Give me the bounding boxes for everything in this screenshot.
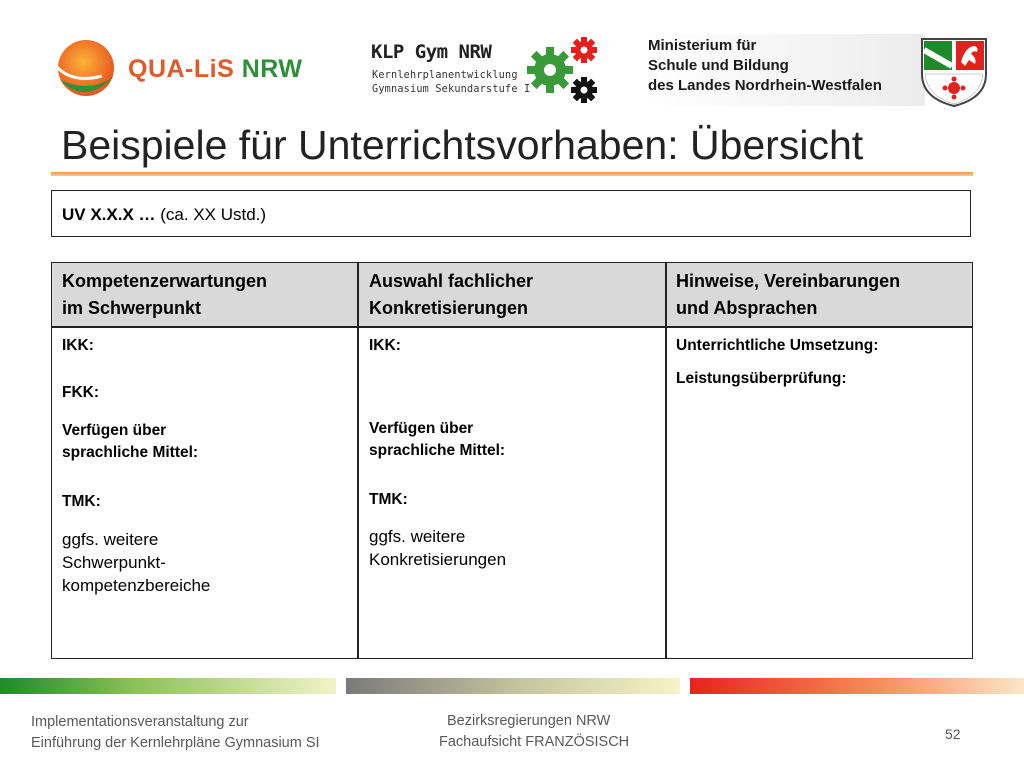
footer-bar-gray [346,678,680,694]
header-line: Hinweise, Vereinbarungen [676,271,901,291]
cell-line: Verfügen über [369,420,474,437]
col1-ggfs: ggfs. weitere Schwerpunkt- kompetenzbere… [62,528,210,597]
col1-ikk: IKK: [62,337,94,354]
table-header-hinweise: Hinweise, Vereinbarungen und Absprachen [676,268,900,322]
cell-line: sprachliche Mittel: [62,444,199,461]
col1-tmk: TMK: [62,493,101,510]
page-number: 52 [945,726,961,742]
klp-logo-subtitle-2: Gymnasium Sekundarstufe I [372,84,531,95]
header-line: Kompetenzerwartungen [62,271,268,291]
header-line: Konkretisierungen [369,298,529,318]
cell-line: Verfügen über [62,422,167,439]
col2-ikk: IKK: [369,337,401,354]
overview-table [51,262,973,659]
ministry-line-2: Schule und Bildung [648,57,789,74]
table-header-auswahl: Auswahl fachlicher Konkretisierungen [369,268,533,322]
table-header-divider [51,326,973,328]
cell-line: Konkretisierungen [369,550,507,569]
table-divider [357,262,359,659]
uv-box [51,190,971,237]
footer-left-line-2: Einführung der Kernlehrpläne Gymnasium S… [31,735,320,751]
uv-label-bold: UV X.X.X … [62,205,156,224]
ministry-logo-background [640,34,925,106]
footer-bar-red [690,678,1024,694]
col1-verfuegen: Verfügen über sprachliche Mittel: [62,420,198,464]
gears-icon [527,37,597,103]
col3-umsetzung: Unterrichtliche Umsetzung: [676,337,879,354]
col3-pruefung: Leistungsüberprüfung: [676,370,847,387]
page-title: Beispiele für Unterrichtsvorhaben: Übers… [61,122,864,168]
table-header-background [52,263,972,327]
footer-left-line-1: Implementationsveranstaltung zur [31,714,249,730]
ministry-line-3: des Landes Nordrhein-Westfalen [648,77,882,94]
qualis-logo-text: QUA-LiS NRW [128,55,303,84]
col2-verfuegen: Verfügen über sprachliche Mittel: [369,418,505,462]
uv-label: UV X.X.X … (ca. XX Ustd.) [62,205,266,225]
footer-bar-green [0,678,336,694]
title-underline [51,172,973,176]
klp-logo-title: KLP Gym NRW [371,41,492,63]
klp-logo-subtitle-1: Kernlehrplanentwicklung [372,70,518,81]
header-line: im Schwerpunkt [62,298,202,318]
cell-line: sprachliche Mittel: [369,442,506,459]
table-header-kompetenzerwartungen: Kompetenzerwartungen im Schwerpunkt [62,268,267,322]
uv-label-rest: (ca. XX Ustd.) [155,205,267,224]
ministry-line-1: Ministerium für [648,37,757,54]
qualis-logo-icon [54,40,114,96]
qualis-text-part2: NRW [241,55,303,83]
header-line: und Absprachen [676,298,818,318]
col1-fkk: FKK: [62,384,100,401]
col2-tmk: TMK: [369,491,408,508]
cell-line: ggfs. weitere [369,527,466,546]
header-line: Auswahl fachlicher [369,271,534,291]
cell-line: ggfs. weitere [62,530,159,549]
cell-line: kompetenzbereiche [62,576,211,595]
nrw-crest-icon [921,38,987,108]
col2-ggfs: ggfs. weitere Konkretisierungen [369,525,506,571]
cell-line: Schwerpunkt- [62,553,166,572]
qualis-text-part1: QUA-LiS [128,55,235,83]
footer-center-line-1: Bezirksregierungen NRW [447,713,611,729]
footer-center-line-2: Fachaufsicht FRANZÖSISCH [439,734,630,750]
table-divider [665,262,667,659]
